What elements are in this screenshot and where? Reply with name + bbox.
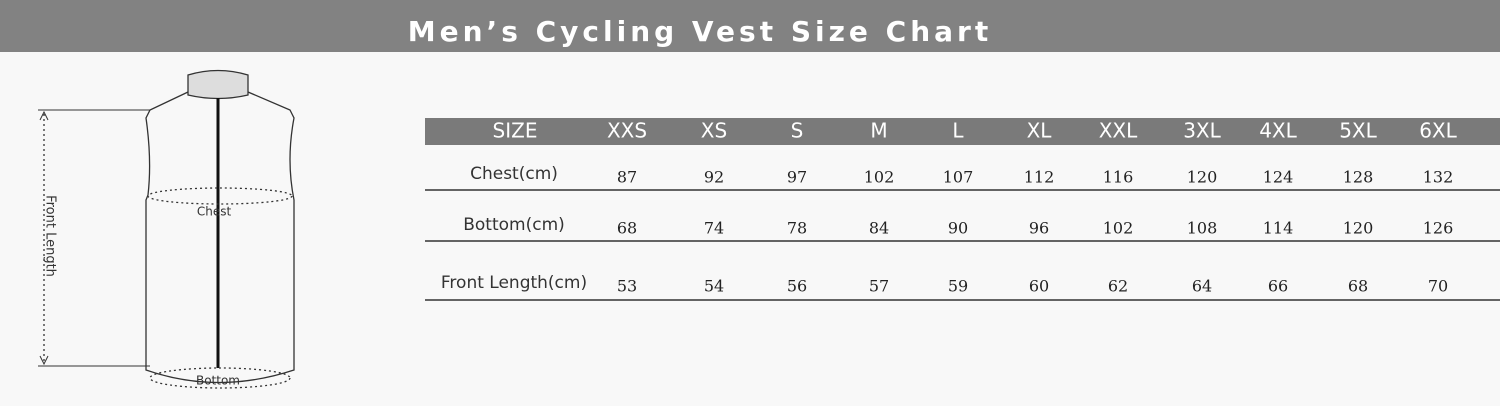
cell-value: 128: [1343, 168, 1374, 187]
cell-value: 120: [1187, 168, 1218, 187]
column-header: 4XL: [1259, 119, 1297, 143]
cell-value: 120: [1343, 219, 1374, 238]
table-header-bar: [425, 118, 1500, 145]
column-header: 3XL: [1183, 119, 1221, 143]
cell-value: 116: [1103, 168, 1134, 187]
cell-value: 68: [617, 219, 637, 238]
column-header: S: [791, 119, 804, 143]
cell-value: 62: [1108, 277, 1128, 296]
cell-value: 64: [1192, 277, 1212, 296]
column-header: SIZE: [493, 119, 538, 143]
row-label: Bottom(cm): [463, 215, 565, 235]
cell-value: 66: [1268, 277, 1288, 296]
title: Men’s Cycling Vest Size Chart: [408, 15, 992, 48]
cell-value: 68: [1348, 277, 1368, 296]
row-label: Front Length(cm): [441, 273, 587, 293]
cell-value: 92: [704, 168, 724, 187]
cell-value: 107: [943, 168, 974, 187]
cell-value: 102: [864, 168, 895, 187]
bottom-label: Bottom: [196, 374, 240, 388]
column-header: XL: [1027, 119, 1053, 143]
cell-value: 60: [1029, 277, 1049, 296]
cell-value: 96: [1029, 219, 1049, 238]
cell-value: 74: [704, 219, 724, 238]
cell-value: 132: [1423, 168, 1454, 187]
cell-value: 112: [1024, 168, 1055, 187]
cell-value: 87: [617, 168, 637, 187]
column-header: M: [870, 119, 887, 143]
cell-value: 114: [1263, 219, 1294, 238]
column-header: 6XL: [1419, 119, 1457, 143]
cell-value: 102: [1103, 219, 1134, 238]
cell-value: 108: [1187, 219, 1218, 238]
front-length-label: Front Length: [43, 195, 58, 277]
cell-value: 53: [617, 277, 637, 296]
column-header: XXS: [607, 119, 647, 143]
cell-value: 59: [948, 277, 968, 296]
chest-label: Chest: [197, 205, 232, 219]
cell-value: 56: [787, 277, 807, 296]
column-header: XXL: [1099, 119, 1138, 143]
cell-value: 78: [787, 219, 807, 238]
cell-value: 70: [1428, 277, 1448, 296]
column-header: XS: [701, 119, 727, 143]
cell-value: 84: [869, 219, 889, 238]
cell-value: 126: [1423, 219, 1454, 238]
title-bar: [0, 0, 1500, 52]
cell-value: 54: [704, 277, 724, 296]
size-table: SIZE XXS XS S M L XL XXL 3XL 4XL 5XL 6XL Chest(cm) 87…: [425, 119, 1500, 301]
column-header: L: [952, 119, 964, 143]
row-label: Chest(cm): [470, 164, 558, 184]
cell-value: 124: [1263, 168, 1294, 187]
column-header: 5XL: [1339, 119, 1377, 143]
vest-diagram: [38, 69, 295, 389]
cell-value: 90: [948, 219, 968, 238]
cell-value: 57: [869, 277, 889, 296]
cell-value: 97: [787, 168, 807, 187]
